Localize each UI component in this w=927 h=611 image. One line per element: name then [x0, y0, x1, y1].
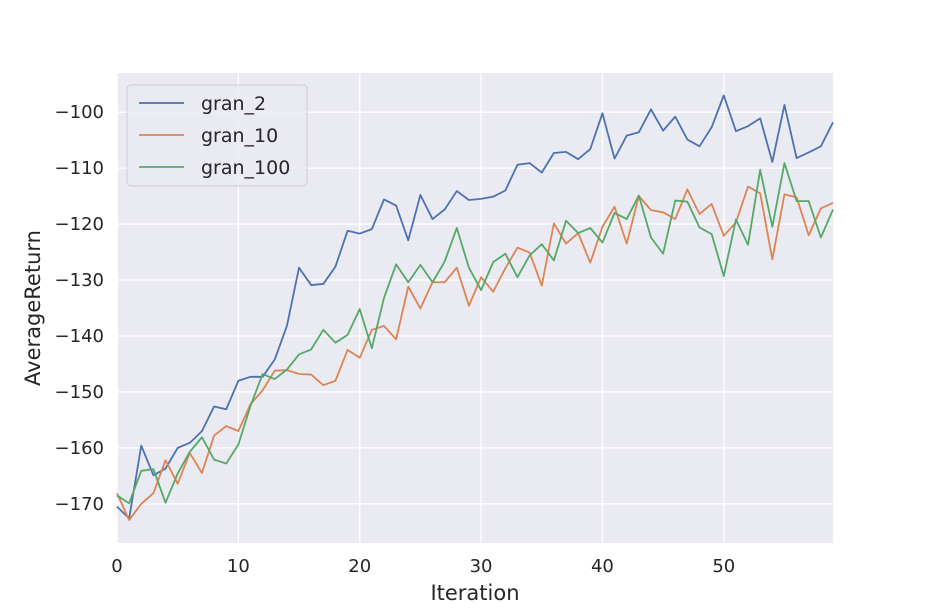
y-tick-label: −150 — [55, 382, 104, 403]
series-line-gran-2 — [116, 94, 834, 520]
y-tick-labels: −170 −160 −150 −140 −130 −120 −110 −100 — [55, 102, 104, 515]
legend-label: gran_10 — [201, 125, 278, 147]
y-axis-title: AverageReturn — [21, 230, 45, 386]
y-tick-label: −170 — [55, 494, 104, 515]
x-tick-label: 40 — [591, 556, 614, 577]
y-tick-label: −120 — [55, 214, 104, 235]
legend-label: gran_2 — [201, 93, 266, 115]
x-tick-label: 30 — [470, 556, 493, 577]
series-line-gran-10 — [116, 185, 834, 521]
y-tick-label: −140 — [55, 326, 104, 347]
x-tick-label: 50 — [712, 556, 735, 577]
x-tick-labels: 0 10 20 30 40 50 — [111, 556, 735, 577]
legend-label: gran_100 — [201, 157, 290, 179]
legend-box — [126, 84, 308, 187]
series-line-gran-100 — [116, 162, 834, 505]
y-tick-label: −130 — [55, 270, 104, 291]
x-tick-label: 20 — [348, 556, 371, 577]
x-tick-label: 10 — [227, 556, 250, 577]
y-tick-label: −100 — [55, 102, 104, 123]
series-lines — [116, 94, 834, 521]
x-axis-title: Iteration — [430, 581, 519, 605]
x-tick-label: 0 — [111, 556, 122, 577]
y-tick-label: −110 — [55, 158, 104, 179]
legend: gran_2 gran_10 gran_100 — [126, 84, 308, 187]
y-tick-label: −160 — [55, 438, 104, 459]
